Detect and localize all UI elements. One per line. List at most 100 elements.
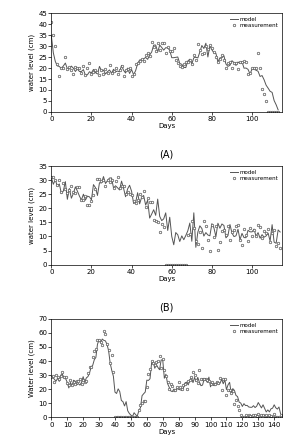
measurement (97, 338, 101, 343)
measurement (91, 354, 94, 360)
measurement (93, 348, 96, 353)
model (101, 337, 104, 342)
measurement (105, 342, 109, 347)
measurement (102, 328, 105, 333)
model (233, 388, 236, 393)
measurement (69, 377, 72, 382)
Legend: model, measurement: model, measurement (228, 16, 279, 29)
X-axis label: Days: Days (158, 276, 175, 282)
measurement (266, 109, 270, 115)
model (104, 181, 107, 186)
measurement (74, 381, 77, 386)
measurement (208, 248, 211, 254)
measurement (52, 174, 55, 179)
measurement (78, 377, 82, 382)
model (102, 174, 105, 179)
measurement (50, 20, 53, 25)
measurement (59, 373, 63, 379)
measurement (114, 65, 117, 70)
measurement (88, 365, 91, 370)
measurement (76, 65, 79, 71)
measurement (154, 219, 157, 224)
measurement (83, 380, 86, 385)
Line: model: model (51, 177, 280, 247)
Y-axis label: Water level (cm): Water level (cm) (29, 339, 35, 397)
measurement (86, 371, 89, 376)
measurement (89, 365, 93, 370)
measurement (77, 379, 80, 384)
measurement (278, 245, 282, 250)
Y-axis label: water level (cm): water level (cm) (29, 187, 35, 244)
measurement (51, 373, 55, 378)
measurement (64, 375, 67, 380)
measurement (56, 374, 59, 380)
measurement (50, 174, 53, 179)
measurement (112, 69, 115, 74)
measurement (112, 185, 115, 190)
model (76, 66, 79, 71)
model (196, 55, 200, 60)
measurement (50, 375, 53, 380)
measurement (62, 375, 66, 380)
measurement (101, 342, 104, 347)
measurement (99, 340, 102, 345)
measurement (58, 177, 61, 182)
model (131, 414, 134, 419)
Line: model: model (51, 35, 278, 110)
measurement (110, 352, 113, 357)
measurement (94, 346, 97, 351)
Line: measurement: measurement (50, 175, 281, 252)
measurement (67, 382, 70, 387)
measurement (109, 361, 112, 366)
measurement (66, 381, 69, 386)
model (278, 230, 282, 235)
model (50, 32, 53, 38)
model (50, 374, 53, 379)
model (112, 67, 115, 72)
model (185, 380, 188, 385)
model (61, 372, 64, 377)
measurement (70, 382, 74, 387)
X-axis label: Days: Days (158, 123, 175, 129)
model (50, 174, 53, 180)
model (226, 382, 230, 388)
Line: measurement: measurement (50, 21, 279, 113)
model (279, 411, 282, 416)
Line: measurement: measurement (50, 329, 115, 386)
X-axis label: Days: Days (158, 429, 175, 435)
measurement (96, 337, 99, 342)
model (266, 407, 270, 412)
Legend: model, measurement: model, measurement (228, 321, 279, 335)
measurement (112, 369, 115, 374)
measurement (107, 347, 110, 353)
model (126, 186, 129, 192)
measurement (104, 183, 107, 188)
measurement (75, 378, 78, 384)
measurement (264, 230, 268, 235)
model (190, 238, 194, 244)
measurement (80, 381, 83, 386)
model (222, 53, 226, 59)
measurement (274, 244, 278, 249)
Text: (A): (A) (160, 149, 174, 159)
model (276, 107, 280, 112)
Line: model: model (51, 339, 280, 416)
measurement (72, 379, 75, 385)
model (254, 234, 258, 239)
measurement (104, 332, 107, 337)
measurement (196, 41, 200, 47)
Legend: model, measurement: model, measurement (228, 169, 279, 182)
model (138, 57, 141, 63)
measurement (61, 369, 64, 374)
measurement (58, 377, 61, 382)
measurement (138, 59, 141, 64)
model (114, 69, 117, 75)
model (194, 245, 198, 250)
measurement (222, 57, 226, 62)
measurement (82, 377, 85, 383)
model (80, 198, 83, 203)
Y-axis label: water level (cm): water level (cm) (29, 34, 35, 91)
measurement (85, 378, 88, 383)
measurement (276, 109, 280, 115)
model (51, 375, 55, 380)
